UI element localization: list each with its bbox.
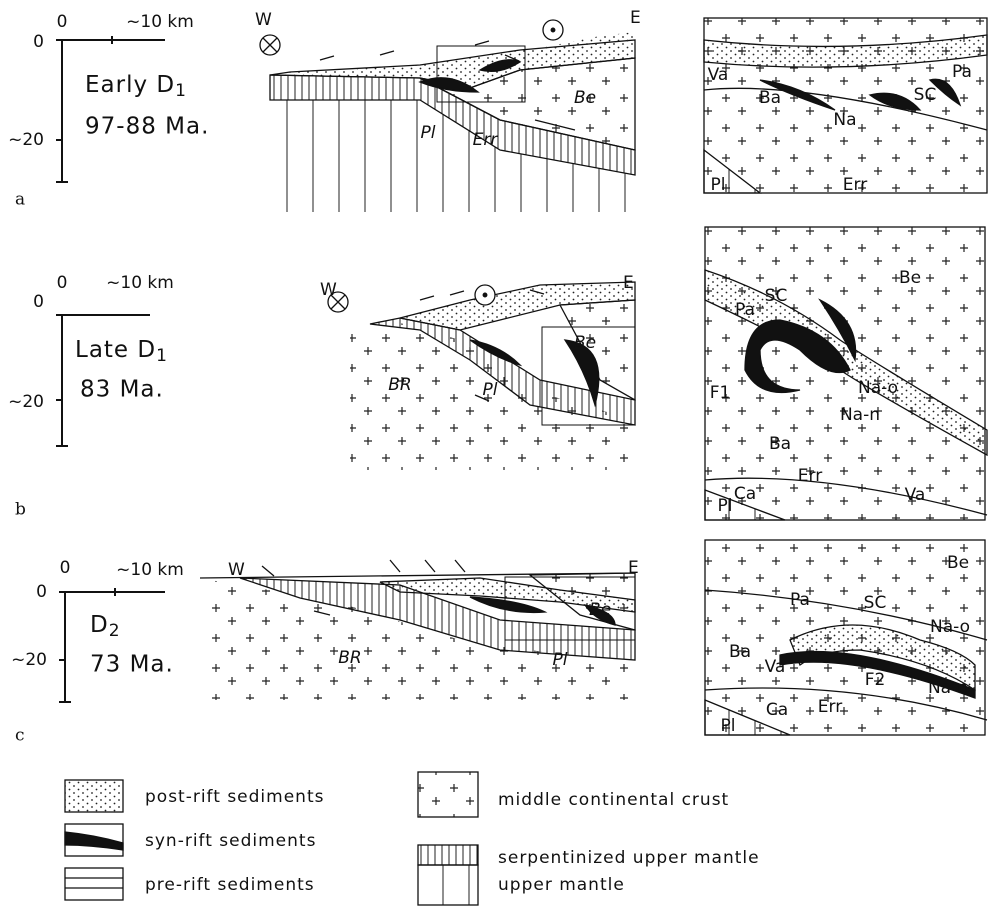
east-label: E [628,558,639,578]
scale-label: ~10 km [106,273,174,293]
legend-label: serpentinized upper mantle [498,848,760,868]
inset-unit-label: Va [905,485,926,505]
inset-unit-label: Ba [769,434,791,454]
unit-label: Pl [553,650,568,670]
inset-unit-label: Ba [729,642,751,662]
panel-label: c [15,726,25,746]
legend-label: syn-rift sediments [145,831,316,851]
scale-label: ~20 [8,392,44,412]
inset-unit-label: Err [798,466,822,486]
west-label: W [320,280,337,300]
inset-unit-label: SC [864,593,887,613]
inset-unit-label: Na-n [840,405,880,425]
unit-label: Be [589,600,611,620]
stage-name: D2 [90,612,121,642]
inset-c [705,540,987,735]
scale-label: ~20 [8,130,44,150]
scale-label: ~20 [11,650,47,670]
inset-unit-label: Ca [766,700,788,720]
scale-label: 0 [57,273,68,293]
legend-label: middle continental crust [498,790,729,810]
inset-unit-label: SC [765,286,788,306]
unit-label: Pl [421,123,436,143]
inset-unit-label: Ca [734,484,756,504]
figure: 0~10 km0~20Early D197-88 Ma.aWEPlErrBeVa… [0,0,1001,909]
inset-unit-label: Be [899,268,921,288]
inset-unit-label: Na-n [928,678,968,698]
unit-label: Err [473,130,499,150]
east-label: E [623,273,634,293]
section-c [200,560,635,700]
scale-label: 0 [57,12,68,32]
inset-a [704,18,987,193]
scale-label: 0 [33,292,44,312]
stage-age: 73 Ma. [90,652,174,678]
inset-unit-label: Pa [735,300,755,320]
inset-unit-label: Pl [711,175,726,195]
east-label: E [630,8,641,28]
panel-label: a [15,190,25,210]
west-label: W [255,10,272,30]
inset-unit-label: SC [914,85,937,105]
section-b [328,282,635,470]
stage-name: Late D1 [75,337,168,367]
stage-text: Early D [85,72,175,98]
stage-subscript: 2 [109,621,121,641]
inset-unit-label: Pl [718,496,733,516]
inset-unit-label: Va [708,65,729,85]
stage-name: Early D1 [85,72,187,102]
inset-unit-label: Va [765,657,786,677]
inset-unit-label: Pa [790,590,810,610]
unit-label: Be [574,88,596,108]
unit-label: BR [388,375,411,395]
inset-unit-label: Na [833,110,856,130]
inset-unit-label: Pa [952,62,972,82]
west-label: W [228,560,245,580]
inset-unit-label: F1 [710,383,731,403]
inset-unit-label: F2 [865,670,886,690]
scale-label: ~10 km [116,560,184,580]
inset-b [705,227,987,520]
inset-unit-label: Err [818,697,842,717]
stage-text: Late D [75,337,156,363]
inset-unit-label: Na-o [930,617,970,637]
legend-label: upper mantle [498,875,625,895]
inset-unit-label: Na-o [858,378,898,398]
legend-label: post-rift sediments [145,787,324,807]
inset-unit-label: Pl [721,716,736,736]
unit-label: BR [338,648,361,668]
scale-label: ~10 km [126,12,194,32]
stage-text: D [90,612,109,638]
stage-age: 83 Ma. [80,377,164,403]
inset-unit-label: Be [947,553,969,573]
inset-unit-label: Err [843,175,867,195]
legend-label: pre-rift sediments [145,875,315,895]
unit-label: Be [574,333,596,353]
stage-age: 97-88 Ma. [85,114,209,140]
panel-label: b [15,500,26,520]
scale-label: 0 [60,558,71,578]
scale-label: 0 [33,32,44,52]
scale-label: 0 [36,582,47,602]
section-a [260,20,635,212]
stage-subscript: 1 [156,346,168,366]
unit-label: Pl [483,380,498,400]
inset-unit-label: Ba [759,88,781,108]
stage-subscript: 1 [175,81,187,101]
